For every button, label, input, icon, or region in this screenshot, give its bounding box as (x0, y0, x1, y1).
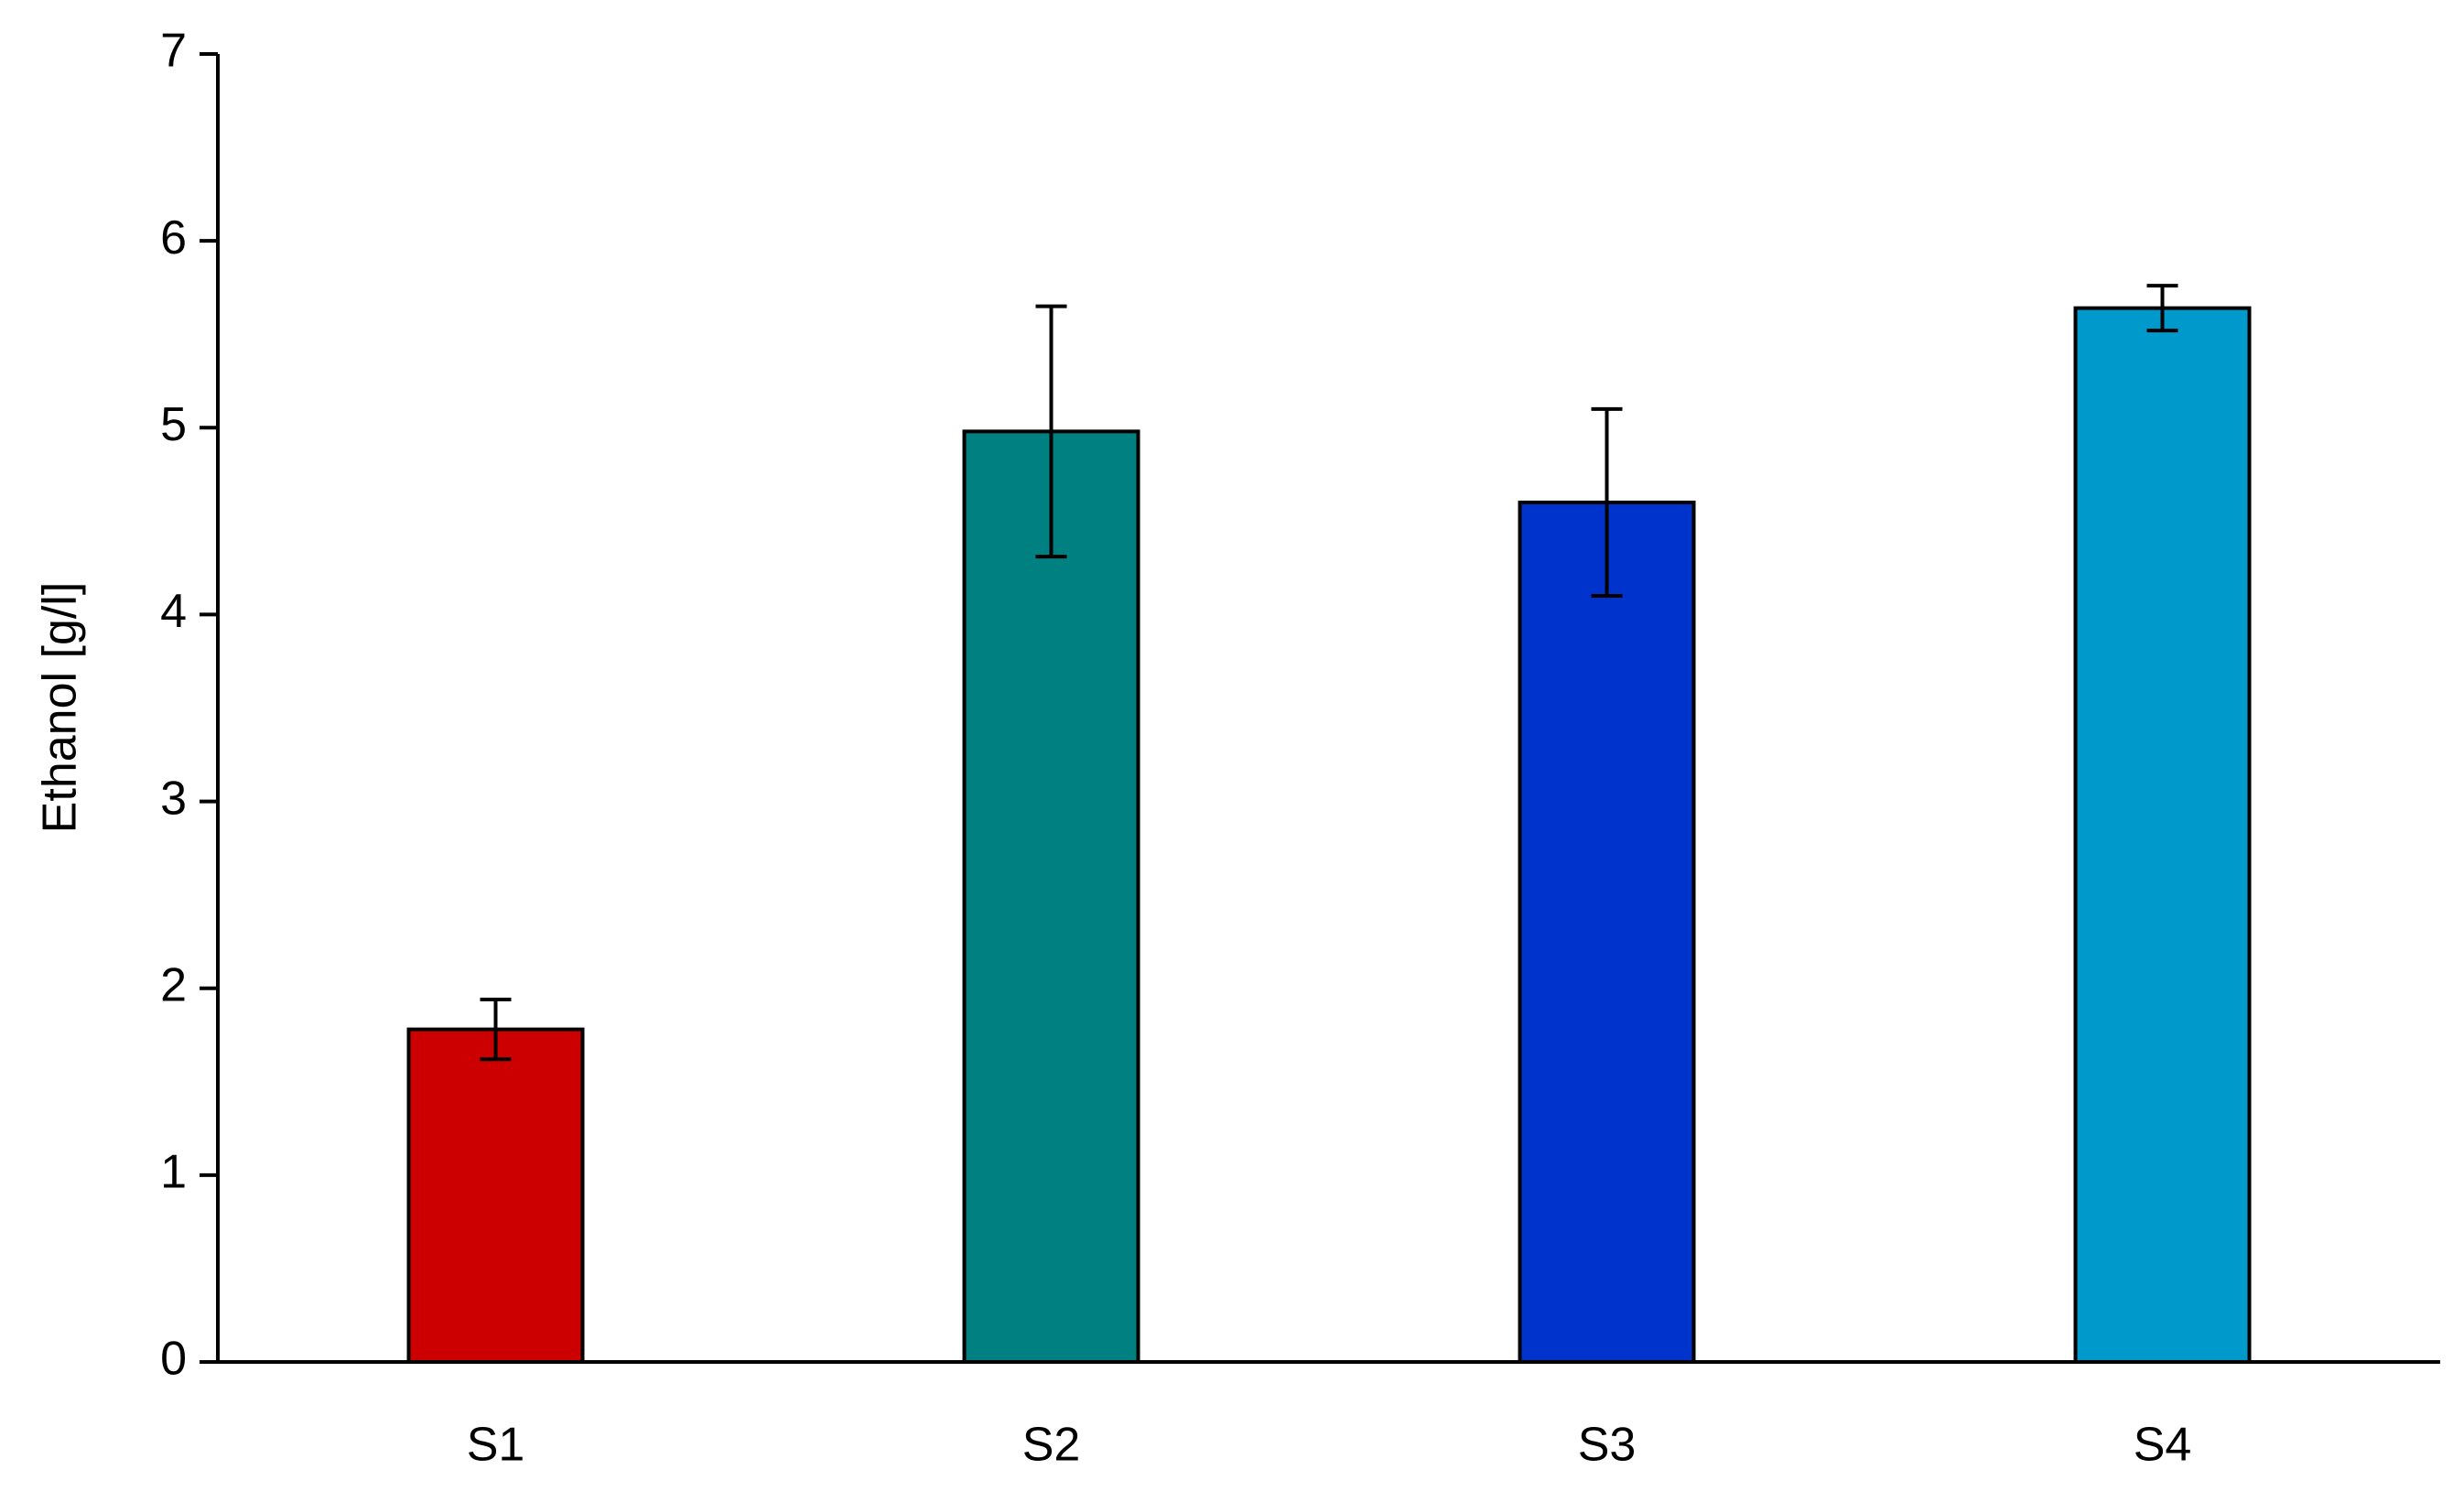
y-tick-label: 1 (160, 1146, 187, 1199)
y-tick-label: 6 (160, 211, 187, 265)
bar (2073, 306, 2252, 1364)
y-tick-label: 2 (160, 958, 187, 1011)
error-bar (480, 997, 512, 1062)
error-bar (2146, 284, 2178, 333)
x-tick-label: S3 (1578, 1419, 1637, 1472)
error-bar (1591, 406, 1623, 599)
y-tick-label: 4 (160, 585, 187, 638)
x-tick-label: S1 (467, 1419, 525, 1472)
y-tick-label: 7 (160, 25, 187, 78)
bar (406, 1027, 585, 1365)
bar (1518, 500, 1696, 1364)
x-tick-label: S2 (1022, 1419, 1081, 1472)
y-tick-label: 3 (160, 772, 187, 825)
y-axis-label: Ethanol [g/l] (34, 582, 87, 834)
bar (962, 429, 1140, 1364)
x-tick-label: S4 (2134, 1419, 2192, 1472)
y-tick-label: 5 (160, 398, 187, 451)
error-bar (1035, 304, 1067, 559)
y-tick-label: 0 (160, 1333, 187, 1386)
